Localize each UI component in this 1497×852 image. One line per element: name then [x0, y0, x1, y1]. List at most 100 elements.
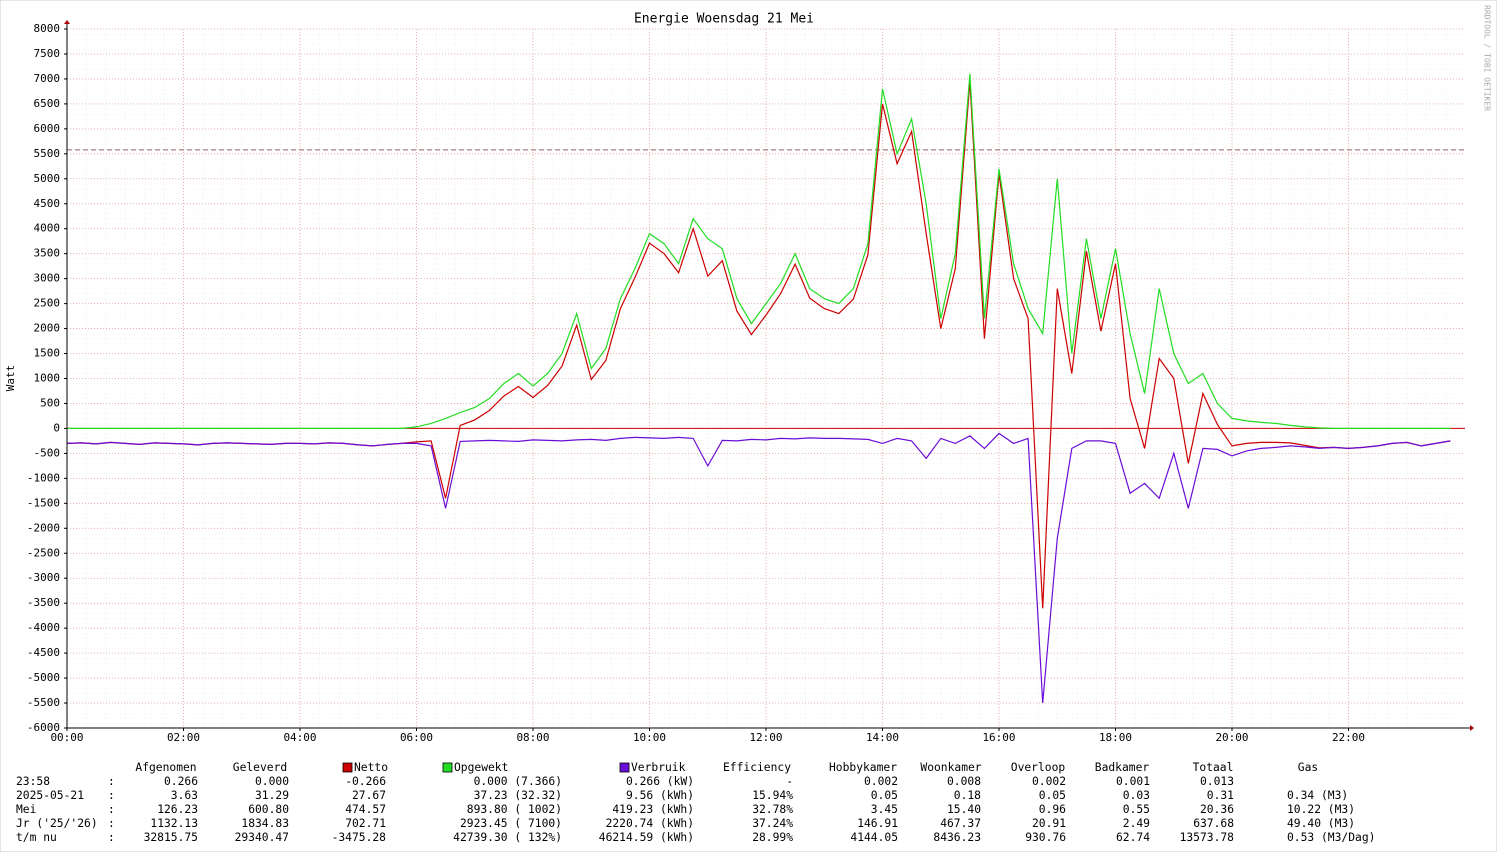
y-tick-label: 7000: [34, 72, 61, 85]
y-tick-label: -6000: [27, 721, 60, 734]
series-line: [66, 432, 1451, 704]
y-tick-label: -5500: [27, 696, 60, 709]
table-cell: 20.91: [1032, 817, 1066, 830]
y-tick-label: 1500: [34, 347, 61, 360]
y-tick-label: 8000: [34, 22, 61, 35]
table-cell: 1132.13: [150, 817, 198, 830]
column-header: Totaal: [1193, 761, 1234, 774]
table-cell: 3.45: [871, 803, 898, 816]
row-label: Mei: [16, 803, 37, 816]
table-cell: 37.23 (32.32): [474, 789, 562, 802]
x-tick-label: 16:00: [982, 731, 1015, 744]
table-cell: 13573.78: [1180, 831, 1235, 844]
table-cell: 0.31: [1207, 789, 1234, 802]
table-cell: 62.74: [1116, 831, 1150, 844]
table-cell: 46214.59 (kWh): [599, 831, 694, 844]
x-tick-label: 18:00: [1099, 731, 1132, 744]
x-tick-label: 04:00: [283, 731, 316, 744]
legend-label: Verbruik: [631, 761, 686, 774]
legend-label: Opgewekt: [454, 761, 508, 774]
y-tick-label: 1000: [34, 372, 61, 385]
column-header: Efficiency: [723, 761, 791, 774]
y-axis-arrow: [64, 20, 70, 24]
legend-swatch: [342, 762, 353, 773]
table-cell: 0.000 (7.366): [474, 775, 562, 788]
column-header: Afgenomen: [135, 761, 196, 774]
table-cell: 0.266: [164, 775, 198, 788]
y-tick-label: -500: [34, 446, 61, 459]
table-cell: 0.266 (kW): [626, 775, 694, 788]
series-line: [67, 73, 1451, 429]
y-tick-label: 6500: [34, 97, 61, 110]
y-tick-label: -4000: [27, 621, 60, 634]
table-cell: 9.56 (kWh): [626, 789, 694, 802]
x-tick-label: 20:00: [1215, 731, 1248, 744]
separator: :: [108, 803, 115, 816]
table-cell: 0.53 (M3/Dag): [1287, 831, 1375, 844]
table-cell: 29340.47: [235, 831, 289, 844]
row-label: t/m nu: [16, 831, 57, 844]
y-tick-label: -5000: [27, 671, 60, 684]
table-cell: 0.03: [1123, 789, 1150, 802]
table-cell: 15.40: [947, 803, 981, 816]
x-tick-label: 00:00: [50, 731, 83, 744]
table-cell: 10.22 (M3): [1287, 803, 1355, 816]
table-cell: -: [786, 775, 793, 788]
y-tick-label: 6000: [34, 122, 61, 135]
table-cell: -0.266: [345, 775, 386, 788]
table-cell: 0.002: [1032, 775, 1066, 788]
y-tick-label: 5500: [34, 147, 61, 160]
table-cell: 600.80: [248, 803, 289, 816]
table-cell: 0.008: [947, 775, 981, 788]
column-header: Geleverd: [233, 761, 287, 774]
y-tick-label: 2500: [34, 297, 61, 310]
y-tick-label: 3000: [34, 272, 61, 285]
table-cell: 28.99%: [752, 831, 793, 844]
table-cell: 32815.75: [144, 831, 198, 844]
y-tick-label: -4500: [27, 646, 60, 659]
y-tick-label: 4000: [34, 222, 61, 235]
legend-table: Afgenomen Geleverd Netto Opgewekt Verbruik Ef…: [16, 761, 1375, 844]
table-cell: 0.05: [871, 789, 898, 802]
row-label: Jr ('25/'26): [16, 817, 98, 830]
x-tick-label: 06:00: [400, 731, 433, 744]
y-tick-label: 0: [53, 421, 60, 434]
table-cell: 126.23: [157, 803, 198, 816]
x-tick-label: 02:00: [167, 731, 200, 744]
table-cell: 637.68: [1193, 817, 1234, 830]
table-cell: 2220.74 (kWh): [606, 817, 694, 830]
table-cell: 474.57: [345, 803, 386, 816]
y-tick-label: 7500: [34, 47, 61, 60]
table-cell: 1834.83: [241, 817, 289, 830]
column-header: Overloop: [1011, 761, 1066, 774]
x-axis-arrow: [1470, 725, 1474, 731]
legend-label: Netto: [354, 761, 388, 774]
legend-swatch: [619, 762, 630, 773]
table-cell: 15.94%: [752, 789, 793, 802]
table-cell: 2923.45 ( 7100): [460, 817, 562, 830]
table-cell: 3.63: [171, 789, 198, 802]
table-cell: 930.76: [1025, 831, 1066, 844]
separator: :: [108, 831, 115, 844]
table-cell: 37.24%: [752, 817, 793, 830]
y-tick-label: 4500: [34, 197, 61, 210]
table-cell: 32.78%: [752, 803, 793, 816]
row-label: 23:58: [16, 775, 50, 788]
table-cell: 0.55: [1123, 803, 1150, 816]
y-tick-label: 2000: [34, 322, 61, 335]
x-tick-label: 08:00: [516, 731, 549, 744]
table-cell: 2.49: [1123, 817, 1150, 830]
table-cell: 0.013: [1200, 775, 1234, 788]
table-cell: 893.80 ( 1002): [467, 803, 562, 816]
table-cell: 702.71: [345, 817, 386, 830]
column-header: Woonkamer: [920, 761, 981, 774]
table-cell: 31.29: [255, 789, 289, 802]
table-cell: 42739.30 ( 132%): [453, 831, 562, 844]
separator: :: [108, 789, 115, 802]
table-cell: 4144.05: [850, 831, 898, 844]
table-cell: 20.36: [1200, 803, 1234, 816]
y-tick-label: -3500: [27, 596, 60, 609]
table-cell: 467.37: [940, 817, 981, 830]
table-cell: 0.001: [1116, 775, 1150, 788]
